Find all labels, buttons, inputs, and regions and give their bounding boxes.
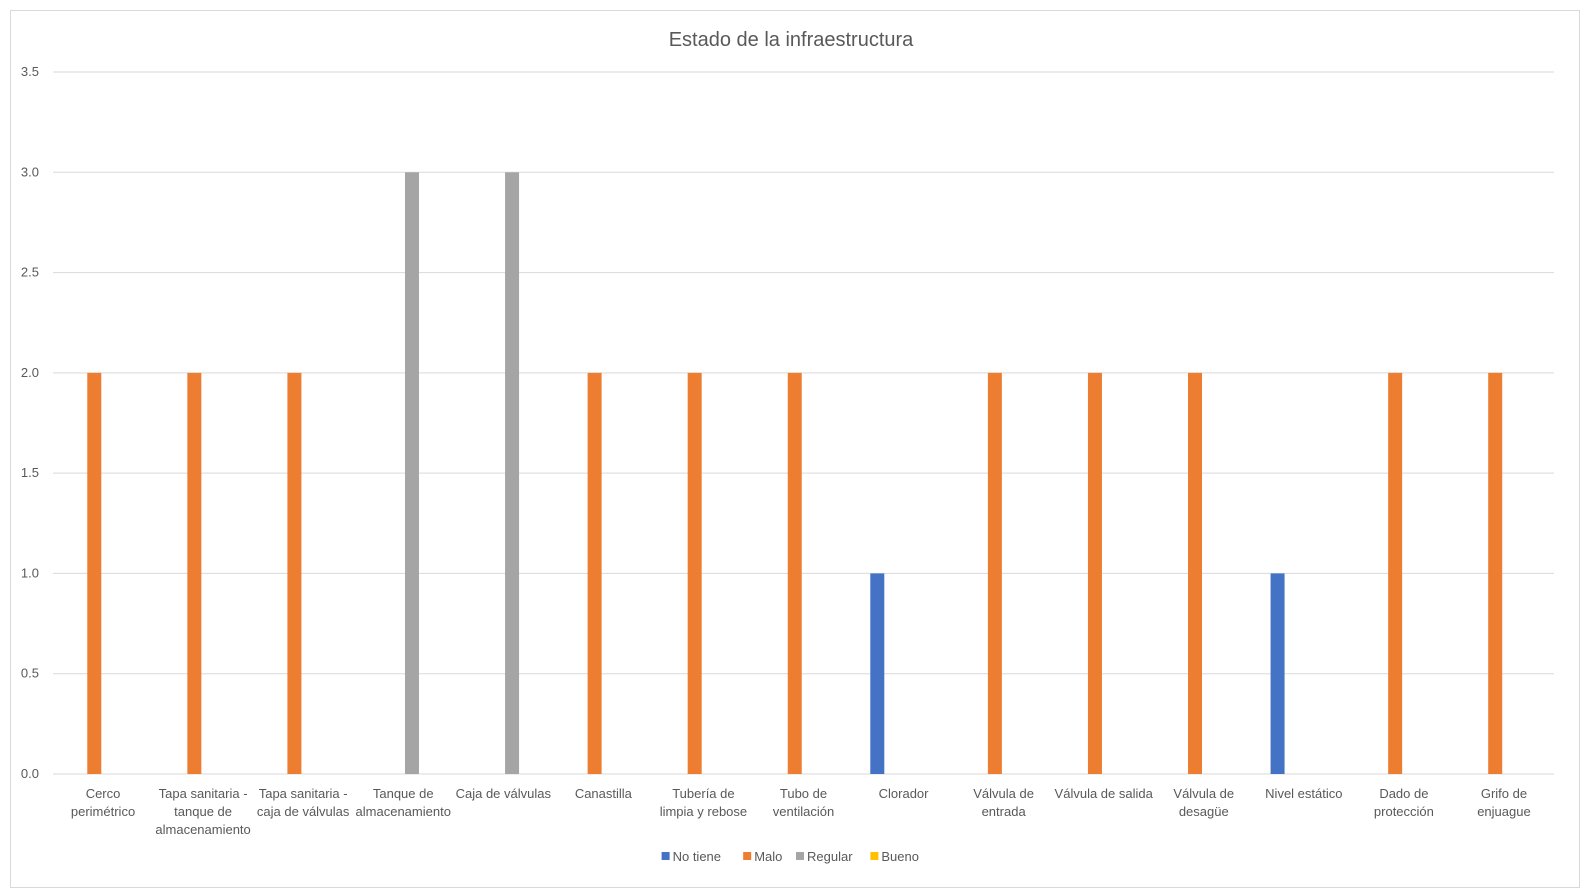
bar [1488, 372, 1503, 774]
bar [287, 372, 302, 774]
x-tick-label: Cerco perimétrico [71, 786, 135, 819]
x-tick-label: Tapa sanitaria -caja de válvulas [257, 786, 350, 819]
chart-frame: Estado de la infraestructura 0.0 0.5 1.0 1.… [10, 10, 1580, 888]
y-tick-label: 0.5 [21, 666, 39, 681]
bar [1188, 372, 1203, 774]
bar [987, 372, 1002, 774]
bar [187, 372, 202, 774]
x-tick-label: Tanque de almacenamiento [356, 786, 451, 819]
bar [1270, 573, 1285, 774]
y-tick-label: 1.0 [21, 565, 39, 580]
x-tick-label: Dado de protección [1374, 786, 1434, 819]
bar-chart: Estado de la infraestructura 0.0 0.5 1.0 1.… [21, 29, 1554, 864]
bar [870, 573, 885, 774]
x-tick-label: Válvula de salida [1055, 786, 1154, 801]
legend-swatch [661, 852, 670, 860]
bars [87, 172, 1503, 775]
y-tick-label: 3.0 [21, 164, 39, 179]
bar [787, 372, 802, 774]
bar [505, 172, 520, 775]
y-tick-label: 0.0 [21, 766, 39, 781]
x-tick-label: Caja de válvulas [456, 786, 552, 801]
x-tick-label: Tapa sanitaria -tanque de almacenamiento [155, 786, 250, 837]
y-tick-label: 2.0 [21, 365, 39, 380]
bar [1087, 372, 1102, 774]
x-tick-label: Tubería de limpia y rebose [660, 786, 747, 819]
x-tick-label: Válvula de desagüe [1173, 786, 1234, 819]
legend-swatch [870, 852, 879, 860]
y-tick-label: 3.5 [21, 64, 39, 79]
bar [404, 172, 419, 775]
legend-label: Malo [754, 849, 782, 864]
legend-swatch [743, 852, 752, 860]
x-tick-label: Canastilla [575, 786, 633, 801]
chart-title: Estado de la infraestructura [669, 29, 914, 51]
bar [687, 372, 702, 774]
x-tick-label: Tubo de ventilación [773, 786, 834, 819]
y-axis: 0.0 0.5 1.0 1.5 2.0 2.5 3.0 3.5 [21, 64, 39, 781]
legend-swatch [796, 852, 804, 860]
legend-label: Regular [807, 849, 853, 864]
bar [587, 372, 602, 774]
x-tick-label: Válvula de entrada [973, 786, 1034, 819]
x-tick-label: Clorador [879, 786, 930, 801]
y-tick-label: 1.5 [21, 465, 39, 480]
x-tick-label: Grifo de enjuague [1477, 786, 1531, 819]
x-tick-label: Nivel estático [1265, 786, 1342, 801]
y-tick-label: 2.5 [21, 265, 39, 280]
x-axis: Cerco perimétrico Tapa sanitaria -tanque d… [71, 786, 1531, 837]
legend: No tiene Malo Regular Bueno [661, 849, 919, 864]
bar [87, 372, 102, 774]
bar [1388, 372, 1403, 774]
legend-label: Bueno [881, 849, 919, 864]
gridlines [53, 71, 1554, 775]
legend-label: No tiene [673, 849, 721, 864]
